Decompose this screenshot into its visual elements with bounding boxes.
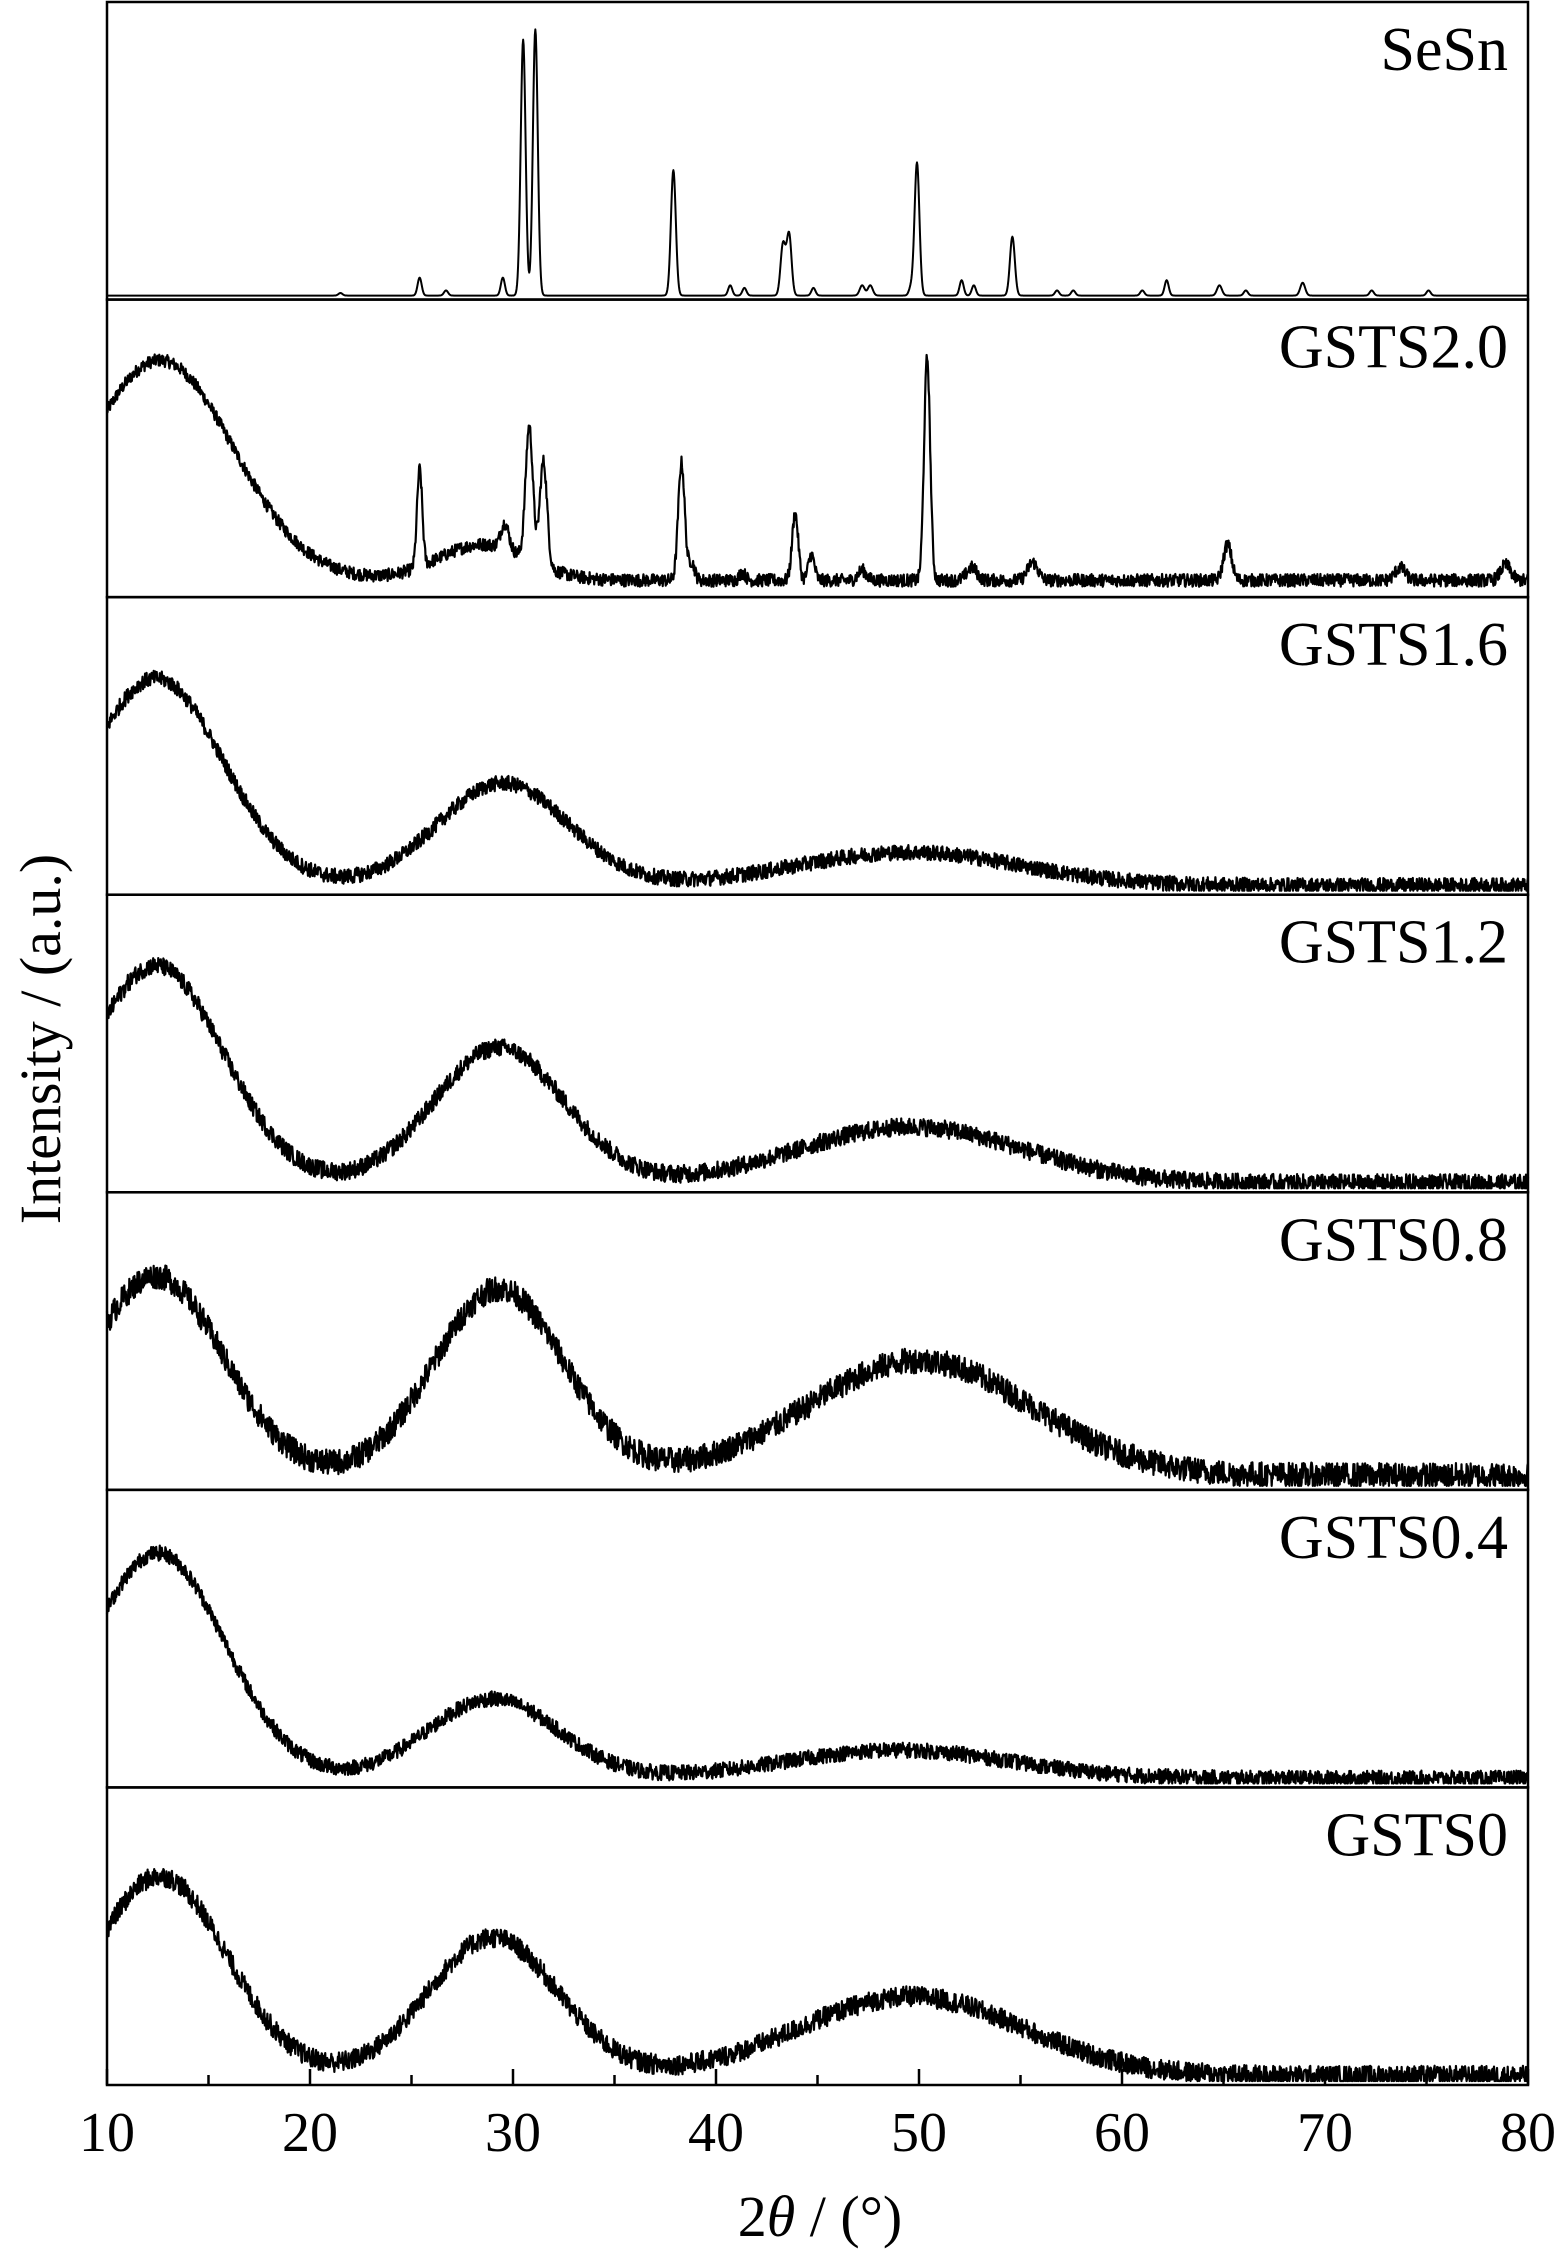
x-tick-label: 20 <box>282 2102 338 2164</box>
x-tick-label: 60 <box>1094 2102 1150 2164</box>
panel-gsts1-2: GSTS1.2 <box>105 893 1530 1194</box>
x-tick-label: 80 <box>1500 2102 1556 2164</box>
series-label-gsts2-0: GSTS2.0 <box>1279 314 1508 382</box>
series-line-gsts0 <box>105 1867 1530 2083</box>
panels-group: SeSn GSTS2.0 GSTS1.6 GSTS1.2 GSTS0.8 GSTS0.4 G… <box>105 0 1530 2087</box>
panel-gsts1-6: GSTS1.6 <box>105 595 1530 896</box>
series-line-gsts1-6 <box>105 669 1530 892</box>
series-line-sesn <box>106 28 1529 297</box>
series-label-gsts1-2: GSTS1.2 <box>1279 909 1508 977</box>
x-axis-label-prefix: 2 <box>738 2184 767 2249</box>
panel-sesn: SeSn <box>105 0 1530 301</box>
series-label-gsts0-4: GSTS0.4 <box>1279 1504 1508 1572</box>
series-label-sesn: SeSn <box>1381 16 1508 84</box>
series-line-gsts0-4 <box>105 1544 1529 1785</box>
x-axis-label-theta: θ <box>767 2184 796 2249</box>
x-tick-label: 40 <box>688 2102 744 2164</box>
x-tick-label: 30 <box>485 2102 541 2164</box>
panel-gsts0: GSTS0 <box>105 1786 1530 2087</box>
x-tick-label: 50 <box>891 2102 947 2164</box>
series-label-gsts0-8: GSTS0.8 <box>1279 1206 1508 1274</box>
x-tick-label: 10 <box>79 2102 135 2164</box>
panel-gsts2-0: GSTS2.0 <box>105 298 1530 599</box>
y-axis-label: Intensity / (a.u.) <box>8 854 73 1224</box>
x-tick-label: 70 <box>1297 2102 1353 2164</box>
x-axis-label-unit: / (°) <box>795 2184 902 2249</box>
series-line-gsts0-8 <box>105 1264 1530 1487</box>
panel-gsts0-8: GSTS0.8 <box>105 1191 1530 1492</box>
series-line-gsts1-2 <box>105 957 1530 1190</box>
x-axis-ticks: 10 20 30 40 50 60 70 80 <box>79 2069 1556 2164</box>
series-label-gsts0: GSTS0 <box>1325 1801 1508 1869</box>
series-line-gsts2-0 <box>105 353 1530 588</box>
panel-frame <box>105 1786 1530 2087</box>
panel-frame <box>105 0 1530 301</box>
panel-gsts0-4: GSTS0.4 <box>105 1488 1530 1789</box>
x-axis-label: 2θ / (°) <box>738 2184 902 2249</box>
series-label-gsts1-6: GSTS1.6 <box>1279 611 1508 679</box>
